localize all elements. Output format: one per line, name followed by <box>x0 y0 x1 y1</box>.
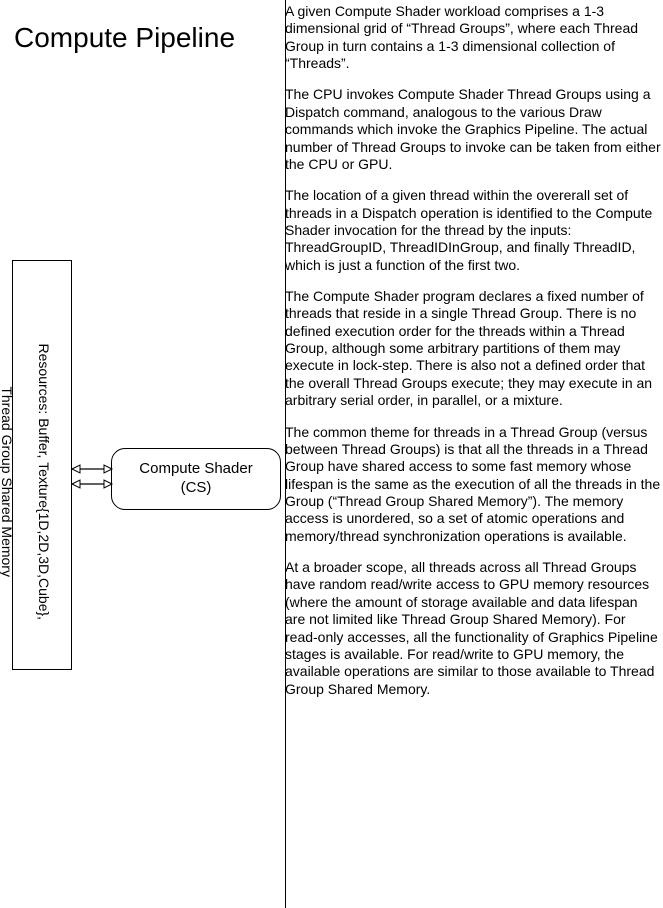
paragraph-5: The common theme for threads in a Thread… <box>285 424 661 546</box>
paragraph-2: The CPU invokes Compute Shader Thread Gr… <box>285 86 661 173</box>
compute-shader-box: Compute Shader (CS) <box>111 448 281 510</box>
cs-line1: Compute Shader <box>139 460 252 477</box>
paragraph-1: A given Compute Shader workload comprise… <box>285 3 661 72</box>
cs-line2: (CS) <box>181 479 212 496</box>
paragraph-4: The Compute Shader program declares a fi… <box>285 288 661 410</box>
resources-box: Resources: Buffer, Texture{1D,2D,3D,Cube… <box>12 260 72 670</box>
resources-label: Resources: Buffer, Texture{1D,2D,3D,Cube… <box>0 269 71 679</box>
description-column: A given Compute Shader workload comprise… <box>285 3 661 698</box>
resources-line2: Thread Group Shared Memory <box>0 386 15 577</box>
resources-line1: Resources: Buffer, Texture{1D,2D,3D,Cube… <box>36 344 52 621</box>
paragraph-6: At a broader scope, all threads across a… <box>285 559 661 698</box>
paragraph-3: The location of a given thread within th… <box>285 187 661 274</box>
page-title: Compute Pipeline <box>14 22 235 54</box>
